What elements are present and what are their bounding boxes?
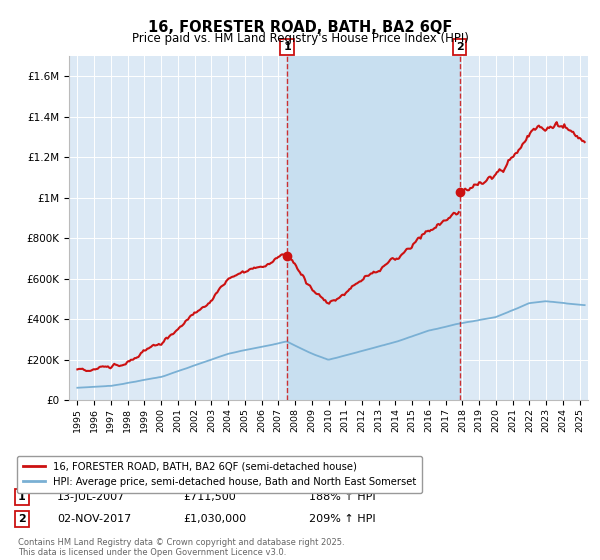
Text: 2: 2 [456,42,464,52]
Legend: 16, FORESTER ROAD, BATH, BA2 6QF (semi-detached house), HPI: Average price, semi: 16, FORESTER ROAD, BATH, BA2 6QF (semi-d… [17,456,422,493]
Text: 2: 2 [18,514,26,524]
Text: Price paid vs. HM Land Registry's House Price Index (HPI): Price paid vs. HM Land Registry's House … [131,32,469,45]
Text: £1,030,000: £1,030,000 [183,514,246,524]
Text: Contains HM Land Registry data © Crown copyright and database right 2025.
This d: Contains HM Land Registry data © Crown c… [18,538,344,557]
Text: 13-JUL-2007: 13-JUL-2007 [57,492,125,502]
Text: 209% ↑ HPI: 209% ↑ HPI [309,514,376,524]
Text: 02-NOV-2017: 02-NOV-2017 [57,514,131,524]
Bar [287,56,460,400]
Text: 1: 1 [18,492,26,502]
Text: 188% ↑ HPI: 188% ↑ HPI [309,492,376,502]
Text: £711,500: £711,500 [183,492,236,502]
Text: 1: 1 [283,42,291,52]
Text: 16, FORESTER ROAD, BATH, BA2 6QF: 16, FORESTER ROAD, BATH, BA2 6QF [148,20,452,35]
